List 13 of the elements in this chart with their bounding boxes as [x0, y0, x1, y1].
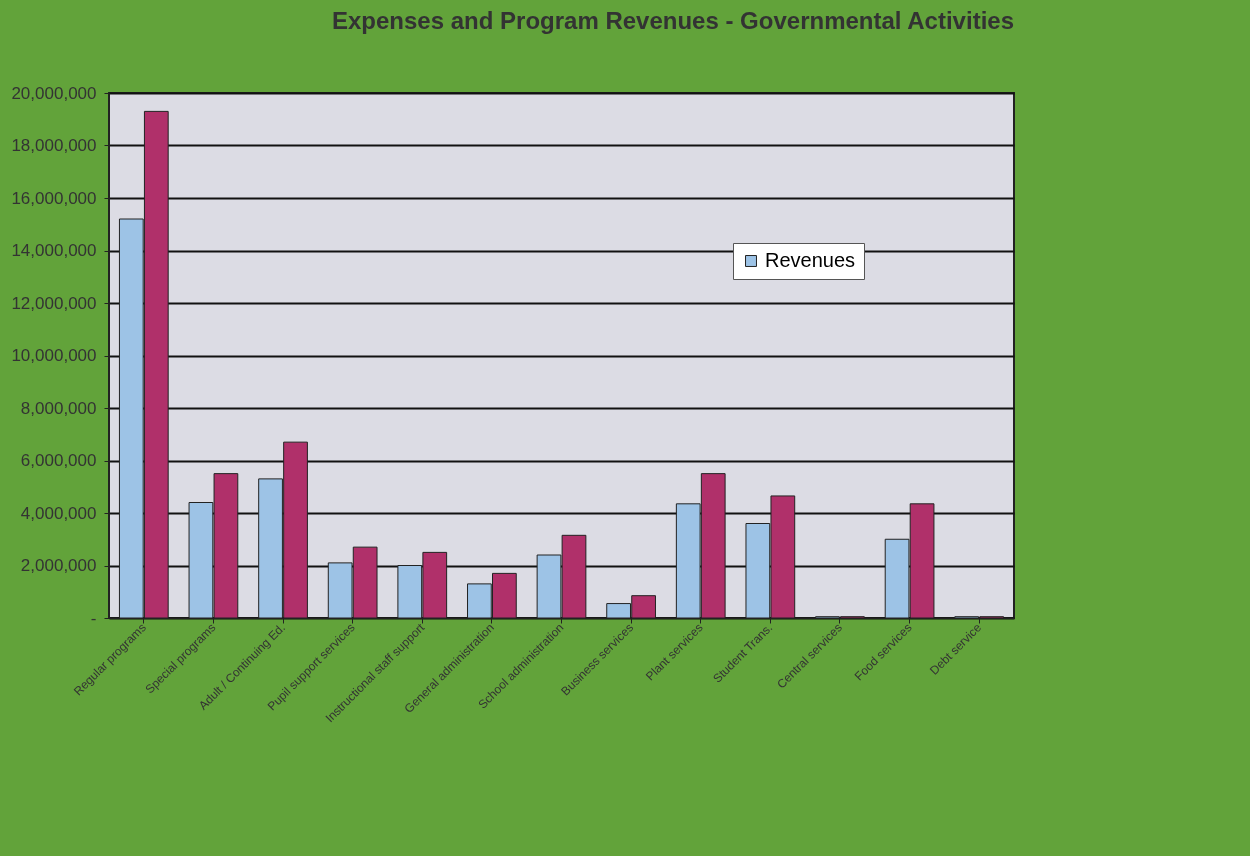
y-tick-label: 8,000,000	[20, 398, 97, 418]
y-tick-label: 2,000,000	[20, 556, 97, 575]
legend-label: Revenues	[765, 249, 856, 271]
chart-title: Expenses and Program Revenues - Governmental Activities	[331, 7, 1014, 34]
y-tick-label: 16,000,000	[11, 188, 97, 208]
y-tick-label: -	[90, 608, 97, 628]
y-tick-label: 14,000,000	[11, 241, 97, 260]
y-tick-label: 20,000,000	[11, 83, 97, 103]
y-tick-label: 10,000,000	[11, 346, 97, 365]
y-tick-label: 12,000,000	[11, 293, 97, 313]
y-tick-label: 4,000,000	[20, 503, 97, 523]
y-tick-label: 6,000,000	[20, 451, 97, 470]
y-tick-label: 18,000,000	[11, 136, 97, 155]
